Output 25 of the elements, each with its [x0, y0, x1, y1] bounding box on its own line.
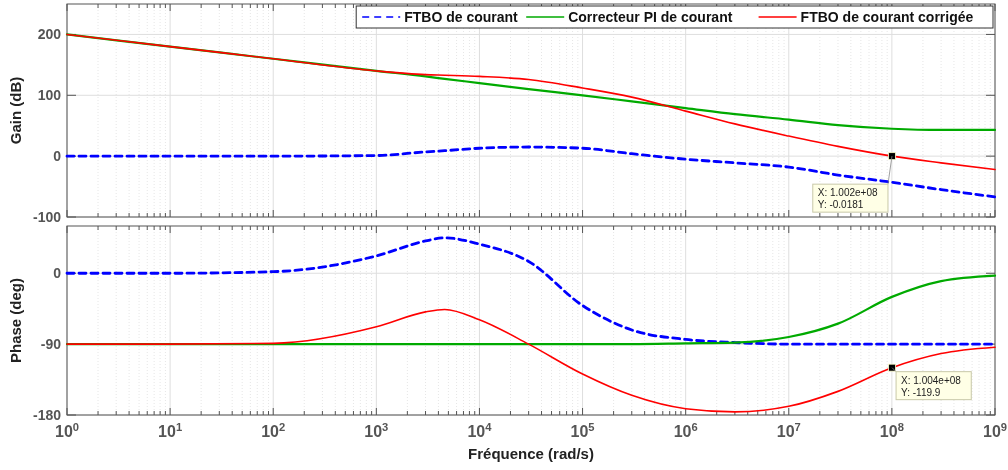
x-tick-label: 10$^{0}$: [54, 421, 80, 440]
y-tick-label: -90: [40, 336, 62, 353]
x-tick-label: 10$^{5}$: [570, 421, 595, 440]
y-axis-title: Phase (deg): [7, 277, 24, 364]
x-tick-label: 10$^{6}$: [673, 421, 698, 440]
legend-label: FTBO de courant corrigée: [800, 9, 974, 25]
x-tick-label: 10$^{9}$: [982, 421, 1008, 440]
legend-label: Correcteur PI de courant: [568, 9, 733, 25]
y-tick-label: 200: [37, 26, 62, 43]
annotation: X: 1.004e+08 Y: -119.9: [901, 374, 962, 398]
x-tick-label: 10$^{3}$: [364, 421, 389, 440]
x-tick-label: 10$^{8}$: [879, 421, 904, 440]
y-tick-label: -180: [32, 407, 62, 423]
y-axis-title: Gain (dB): [7, 76, 24, 145]
x-axis-title: Fréquence (rad/s): [468, 445, 594, 462]
x-tick-label: 10$^{2}$: [261, 421, 286, 440]
y-tick-label: -100: [32, 209, 62, 225]
x-tick-label: 10$^{7}$: [776, 421, 801, 440]
annotation: X: 1.002e+08 Y: -0.0181: [817, 187, 878, 211]
y-tick-label: 0: [53, 148, 62, 165]
y-tick-label: 100: [37, 87, 62, 104]
legend-label: FTBO de courant: [404, 9, 519, 25]
x-tick-label: 10$^{1}$: [158, 421, 183, 440]
y-tick-label: 0: [53, 265, 62, 282]
x-tick-label: 10$^{4}$: [467, 421, 493, 440]
